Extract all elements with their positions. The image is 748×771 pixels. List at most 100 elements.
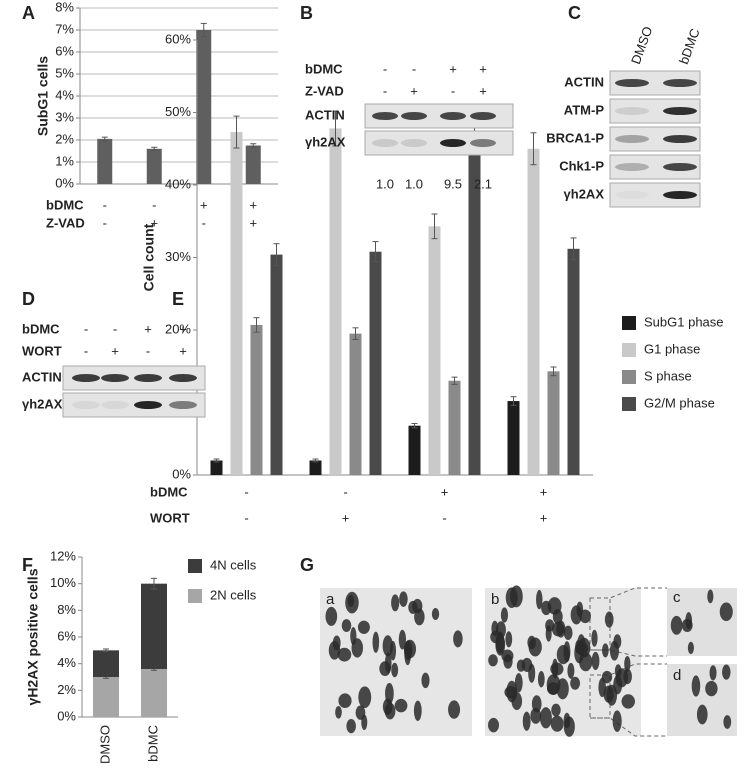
treatment-label: bDMC: [22, 321, 60, 336]
panel-label: C: [568, 3, 581, 23]
chromosome: [670, 615, 683, 635]
chromosome: [347, 594, 355, 608]
bar: [97, 138, 113, 184]
legend-swatch: [188, 559, 202, 573]
chromosome: [361, 714, 368, 731]
treatment-label: Z-VAD: [46, 215, 85, 230]
blot-row-label: ACTIN: [564, 74, 604, 89]
bar: [428, 226, 441, 475]
treatment-sign: +: [144, 321, 152, 336]
chromosome: [609, 640, 619, 661]
treatment-label: WORT: [150, 510, 190, 525]
chromosome: [338, 693, 352, 709]
y-tick-label: 3%: [55, 109, 74, 124]
bar: [527, 148, 540, 475]
treatment-sign: +: [150, 215, 158, 230]
chromosome: [575, 641, 589, 655]
chromosome: [602, 643, 609, 658]
chromosome: [624, 655, 631, 672]
blot-row-label: ACTIN: [305, 107, 345, 122]
legend-label: G2/M phase: [644, 395, 715, 410]
treatment-sign: -: [244, 510, 248, 525]
chromosome: [623, 668, 632, 685]
quantification: 1.0: [405, 176, 423, 191]
chromosome: [598, 677, 607, 698]
quantification: 2.1: [474, 176, 492, 191]
error-bar: [151, 577, 157, 590]
legend-label: S phase: [644, 368, 692, 383]
quantification: 1.0: [376, 176, 394, 191]
bar: [408, 425, 421, 475]
chromosome: [621, 694, 635, 709]
bar: [270, 254, 283, 475]
blot-row-label: Chk1-P: [559, 158, 604, 173]
panel-label: A: [22, 3, 35, 23]
chromosome: [488, 654, 498, 667]
y-tick-label: 0%: [172, 466, 191, 481]
chromosome: [500, 607, 509, 623]
chromosome: [552, 609, 563, 625]
chromosome: [404, 643, 412, 666]
chromosome: [341, 619, 352, 633]
error-bar: [213, 458, 220, 463]
error-bar: [101, 136, 108, 142]
blot-band: [440, 112, 466, 120]
y-tick-label: 20%: [165, 321, 191, 336]
blot-row-label: γh2AX: [564, 186, 605, 201]
error-bar: [151, 146, 158, 151]
bar: [329, 128, 342, 475]
treatment-sign: +: [249, 197, 257, 212]
legend-label: 2N cells: [210, 587, 257, 602]
bar: [141, 583, 167, 669]
chromosome: [550, 715, 564, 732]
treatment-sign: -: [343, 484, 347, 499]
y-tick-label: 6%: [57, 628, 76, 643]
legend-label: G1 phase: [644, 341, 700, 356]
error-bar: [312, 458, 319, 463]
chromosome: [325, 606, 338, 626]
treatment-sign: -: [442, 510, 446, 525]
blot-band: [169, 374, 197, 382]
chromosome: [591, 629, 598, 647]
legend-label: 4N cells: [210, 557, 257, 572]
chromosome: [591, 651, 600, 671]
treatment-sign: -: [103, 215, 107, 230]
x-tick-label: DMSO: [97, 725, 112, 764]
blot-row-label: γh2AX: [305, 134, 346, 149]
treatment-sign: -: [113, 321, 117, 336]
chromosome: [551, 703, 561, 717]
bar: [309, 460, 322, 475]
chromosome: [709, 665, 717, 681]
chromosome: [385, 682, 394, 705]
treatment-sign: +: [410, 83, 418, 98]
chromosome: [528, 637, 542, 657]
blot-row-label: BRCA1-P: [546, 130, 604, 145]
blot-band: [72, 401, 100, 409]
chromosome: [488, 717, 500, 733]
bar: [210, 460, 223, 475]
blot-band: [663, 79, 697, 87]
error-bar: [372, 241, 379, 263]
chromosome: [431, 608, 440, 621]
blot-row-label: γh2AX: [22, 396, 63, 411]
y-tick-label: 4%: [55, 87, 74, 102]
chromosome: [556, 644, 570, 665]
chromosome: [570, 676, 581, 690]
chromosome: [337, 647, 352, 662]
treatment-sign: -: [152, 197, 156, 212]
chromosome: [335, 705, 342, 719]
error-bar: [570, 237, 577, 261]
chromosome: [495, 621, 506, 639]
bar: [547, 371, 560, 475]
blot-band: [372, 139, 398, 147]
chromosome: [357, 620, 370, 634]
error-bar: [352, 327, 359, 340]
chromosome: [563, 712, 571, 729]
bar: [567, 248, 580, 475]
bar: [448, 380, 461, 475]
y-tick-label: 30%: [165, 249, 191, 264]
chromosome: [332, 635, 341, 651]
error-bar: [411, 423, 418, 429]
blot-band: [134, 374, 162, 382]
